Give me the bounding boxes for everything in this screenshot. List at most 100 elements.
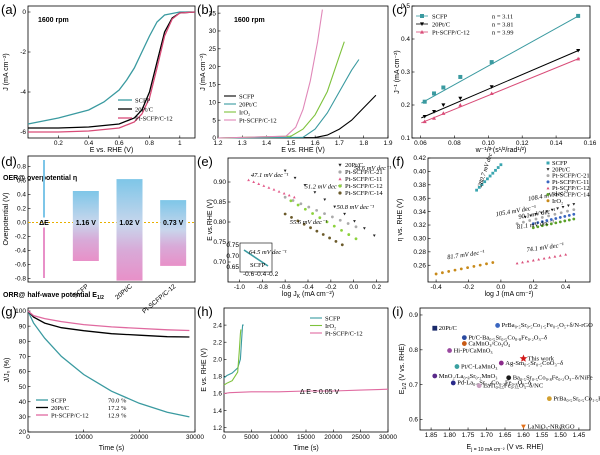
data-point-Pt-SCFP/C-12 — [347, 233, 351, 236]
x-tick-label: 0.0 — [349, 284, 358, 291]
data-point-Pt-SCFP/C-12 — [564, 253, 568, 256]
legend-marker — [546, 174, 550, 178]
data-point-Pt-SCFP/C-12 — [537, 257, 541, 261]
data-point-IrO₂ — [472, 264, 476, 268]
x-tick-label: 0.4 — [561, 284, 570, 291]
data-point-20Pt/C — [523, 215, 527, 219]
y-tick-label: 0.1 — [401, 135, 410, 142]
x-tick-label: 1.50 — [554, 432, 567, 439]
y-tick-label: 30 — [209, 28, 217, 35]
y-tick-label: 0.2 — [17, 206, 26, 213]
legend-marker — [338, 163, 342, 167]
legend-marker — [546, 180, 550, 184]
data-point — [432, 325, 438, 331]
data-point-Pt-SCFP/C-21 — [534, 217, 538, 221]
tafel-slope-label: 74.1 mV dec⁻¹ — [526, 242, 564, 254]
y-tick-label: 5 — [212, 117, 216, 124]
legend-marker — [546, 199, 550, 203]
inset-x-tick-label: -0.2 — [267, 271, 279, 278]
legend-label: SCFP — [51, 397, 67, 404]
data-point-IrO₂ — [441, 271, 444, 275]
y-tick-label: 100 — [15, 308, 26, 315]
tafel-slope-label: 55.6 mV dec⁻¹ — [290, 219, 328, 226]
y-tick-label: 50 — [19, 384, 27, 391]
fit-line-20Pt/C — [421, 49, 581, 119]
x-tick-label: 0.16 — [584, 140, 597, 147]
y-tick-label: 0.8 — [409, 347, 418, 354]
data-point-Pt-SCFP/C-11 — [262, 184, 266, 187]
data-point-Pt-SCFP/C-21 — [307, 205, 311, 209]
y-tick-label: 30 — [19, 414, 27, 421]
data-point-SCFP — [480, 183, 484, 186]
data-point-Pt-SCFP/C-14 — [321, 233, 325, 236]
tafel-slope-label: 81.7 mV dec⁻¹ — [447, 249, 485, 261]
point-label: MnO₂/La₀.₈Sr₀.₂MnO₃ — [439, 373, 498, 380]
data-point-Pt-SCFP/C-11 — [554, 217, 558, 220]
data-point-Pt-SCFP/C-21 — [515, 222, 519, 226]
inset-label: SCFP — [250, 262, 266, 269]
x-tick-label: 10000 — [75, 434, 93, 441]
y-axis-label: J (mA cm⁻²) — [3, 53, 10, 91]
point-label: 20Pt/C — [439, 325, 457, 332]
rpm-annotation: 1600 rpm — [234, 17, 265, 24]
data-point-SCFP — [483, 180, 487, 184]
point-label: LaTi₀.₆₅Fe₀.₃₅O₃₋δ/NC — [483, 383, 543, 390]
x-tick-label: 0.4 — [84, 140, 93, 147]
y-tick-label: 0.2 — [401, 102, 410, 109]
point-label: Pt/C-Ba₀.₅Sr₀.₅Co₀.₈Fe₀.₂O₃₋δ — [468, 334, 547, 341]
data-point-Pt-SCFP/C-14 — [309, 226, 312, 230]
delta-e-annotation: Δ E = 0.05 V — [300, 389, 339, 396]
orr-label: ORR@ half-wave potential E1/2 — [3, 292, 104, 301]
series-line-20Pt/C — [28, 11, 196, 129]
data-point — [476, 383, 482, 389]
data-point — [432, 373, 438, 379]
point-label: Hi-Pt/CaMnO₃ — [454, 347, 493, 354]
x-tick-label: 1.7 — [335, 140, 344, 147]
y-tick-label: -4 — [20, 89, 26, 96]
y-tick-label: 70 — [19, 354, 27, 361]
data-point-Pt-SCFP/C-12 — [548, 256, 551, 259]
data-point-Pt-SCFP/C-14 — [545, 223, 549, 227]
y-tick-label: -2 — [20, 49, 26, 56]
x-tick-label: 20000 — [130, 434, 148, 441]
panel-d-chart: 0.8 0.6 0.4 0.2 0.0 -0.2 -0.4 -0.6 -0.8 (d) OER@ o… — [1, 154, 196, 315]
data-point-Pt-SCFP/C-12 — [531, 258, 535, 262]
data-point-Pt-SCFP/C-21 — [354, 225, 358, 229]
series-line-Pt-SCFP/C-12 — [28, 11, 196, 133]
data-point-20Pt/C — [343, 212, 346, 216]
x-axis-label: Time (s) — [293, 445, 318, 452]
data-point — [546, 396, 552, 402]
legend-label: SCFP — [432, 14, 448, 21]
data-point-IrO₂ — [491, 261, 495, 264]
data-point — [521, 424, 526, 429]
data-point-Pt-SCFP/C-11 — [567, 213, 571, 217]
data-point-Pt-SCFP/C-21 — [572, 208, 576, 212]
data-point-20Pt/C — [489, 85, 494, 89]
x-tick-label: 0.2 — [529, 284, 538, 291]
plot-frame — [27, 5, 196, 139]
data-point-SCFP — [458, 74, 463, 79]
panel-b-chart: 1.2 1.3 1.4 1.5 1.6 1.7 1.8 1.9 0 5 10 15 20 25 30 35(b… — [197, 2, 393, 154]
y-tick-label: 0.6 — [409, 417, 418, 424]
oer-label: OER@ overpotential η — [3, 175, 77, 182]
panel-label: (g) — [1, 304, 17, 319]
data-point-Pt-SCFP/C-12 — [289, 199, 293, 203]
x-tick-label: 15000 — [297, 434, 315, 441]
data-point-SCFP — [494, 168, 497, 172]
legend-label: SCFP — [552, 160, 568, 167]
legend-label: SCFP — [135, 98, 151, 105]
data-point-20Pt/C — [545, 210, 549, 213]
x-axis-label: log JK (mA cm⁻²) — [282, 291, 334, 300]
data-point — [461, 335, 467, 341]
y-tick-label: 0.3 — [401, 69, 410, 76]
data-point-Pt-SCFP/C-12 — [422, 119, 427, 124]
series-line-Pt-SCFP/C-12 — [27, 310, 190, 332]
y-tick-label: 0.70 — [213, 259, 226, 266]
y-tick-label: 0.7 — [409, 382, 418, 389]
inset-slope-label: 64.5 mV dec⁻¹ — [249, 249, 287, 256]
y-tick-label: 0.42 — [413, 155, 426, 162]
series-line-SCFP — [27, 310, 190, 418]
data-point-Pt-SCFP/C-12 — [515, 261, 519, 265]
x-tick-label: 1.75 — [462, 432, 475, 439]
data-point-Pt-SCFP/C-11 — [282, 191, 286, 195]
